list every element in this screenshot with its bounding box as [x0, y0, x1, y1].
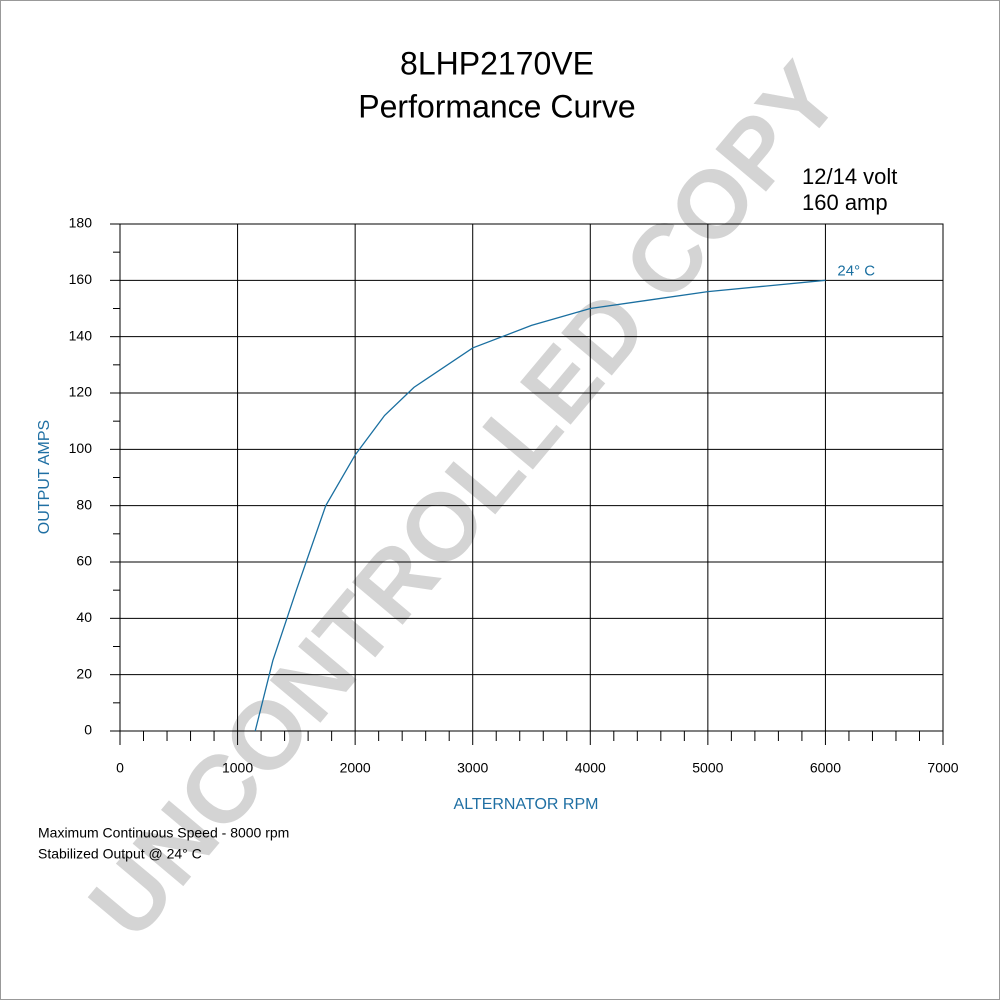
note: Maximum Continuous Speed - 8000 rpm	[38, 825, 289, 841]
x-tick-label: 4000	[575, 760, 606, 776]
x-axis-label: ALTERNATOR RPM	[454, 796, 599, 813]
y-tick-label: 80	[76, 496, 92, 512]
y-tick-label: 160	[69, 271, 93, 287]
note: Stabilized Output @ 24° C	[38, 846, 202, 862]
x-tick-label: 2000	[340, 760, 371, 776]
x-tick-label: 7000	[927, 760, 958, 776]
x-tick-label: 6000	[810, 760, 841, 776]
y-tick-label: 140	[69, 327, 93, 343]
y-tick-label: 20	[76, 665, 92, 681]
y-tick-label: 40	[76, 609, 92, 625]
y-tick-label: 60	[76, 553, 92, 569]
x-tick-label: 0	[116, 760, 124, 776]
annotation: 160 amp	[802, 190, 888, 215]
chart-title: 8LHP2170VE	[400, 45, 594, 81]
y-tick-label: 180	[69, 215, 93, 231]
y-tick-label: 0	[84, 722, 92, 738]
y-tick-label: 100	[69, 440, 93, 456]
y-tick-label: 120	[69, 384, 93, 400]
annotation: 12/14 volt	[802, 164, 897, 189]
series-label: 24° C	[837, 262, 875, 279]
x-tick-label: 1000	[222, 760, 253, 776]
chart-subtitle: Performance Curve	[358, 88, 635, 124]
series-line	[254, 279, 826, 732]
x-tick-label: 3000	[457, 760, 488, 776]
y-axis-label: OUTPUT AMPS	[36, 420, 53, 534]
x-tick-label: 5000	[692, 760, 723, 776]
